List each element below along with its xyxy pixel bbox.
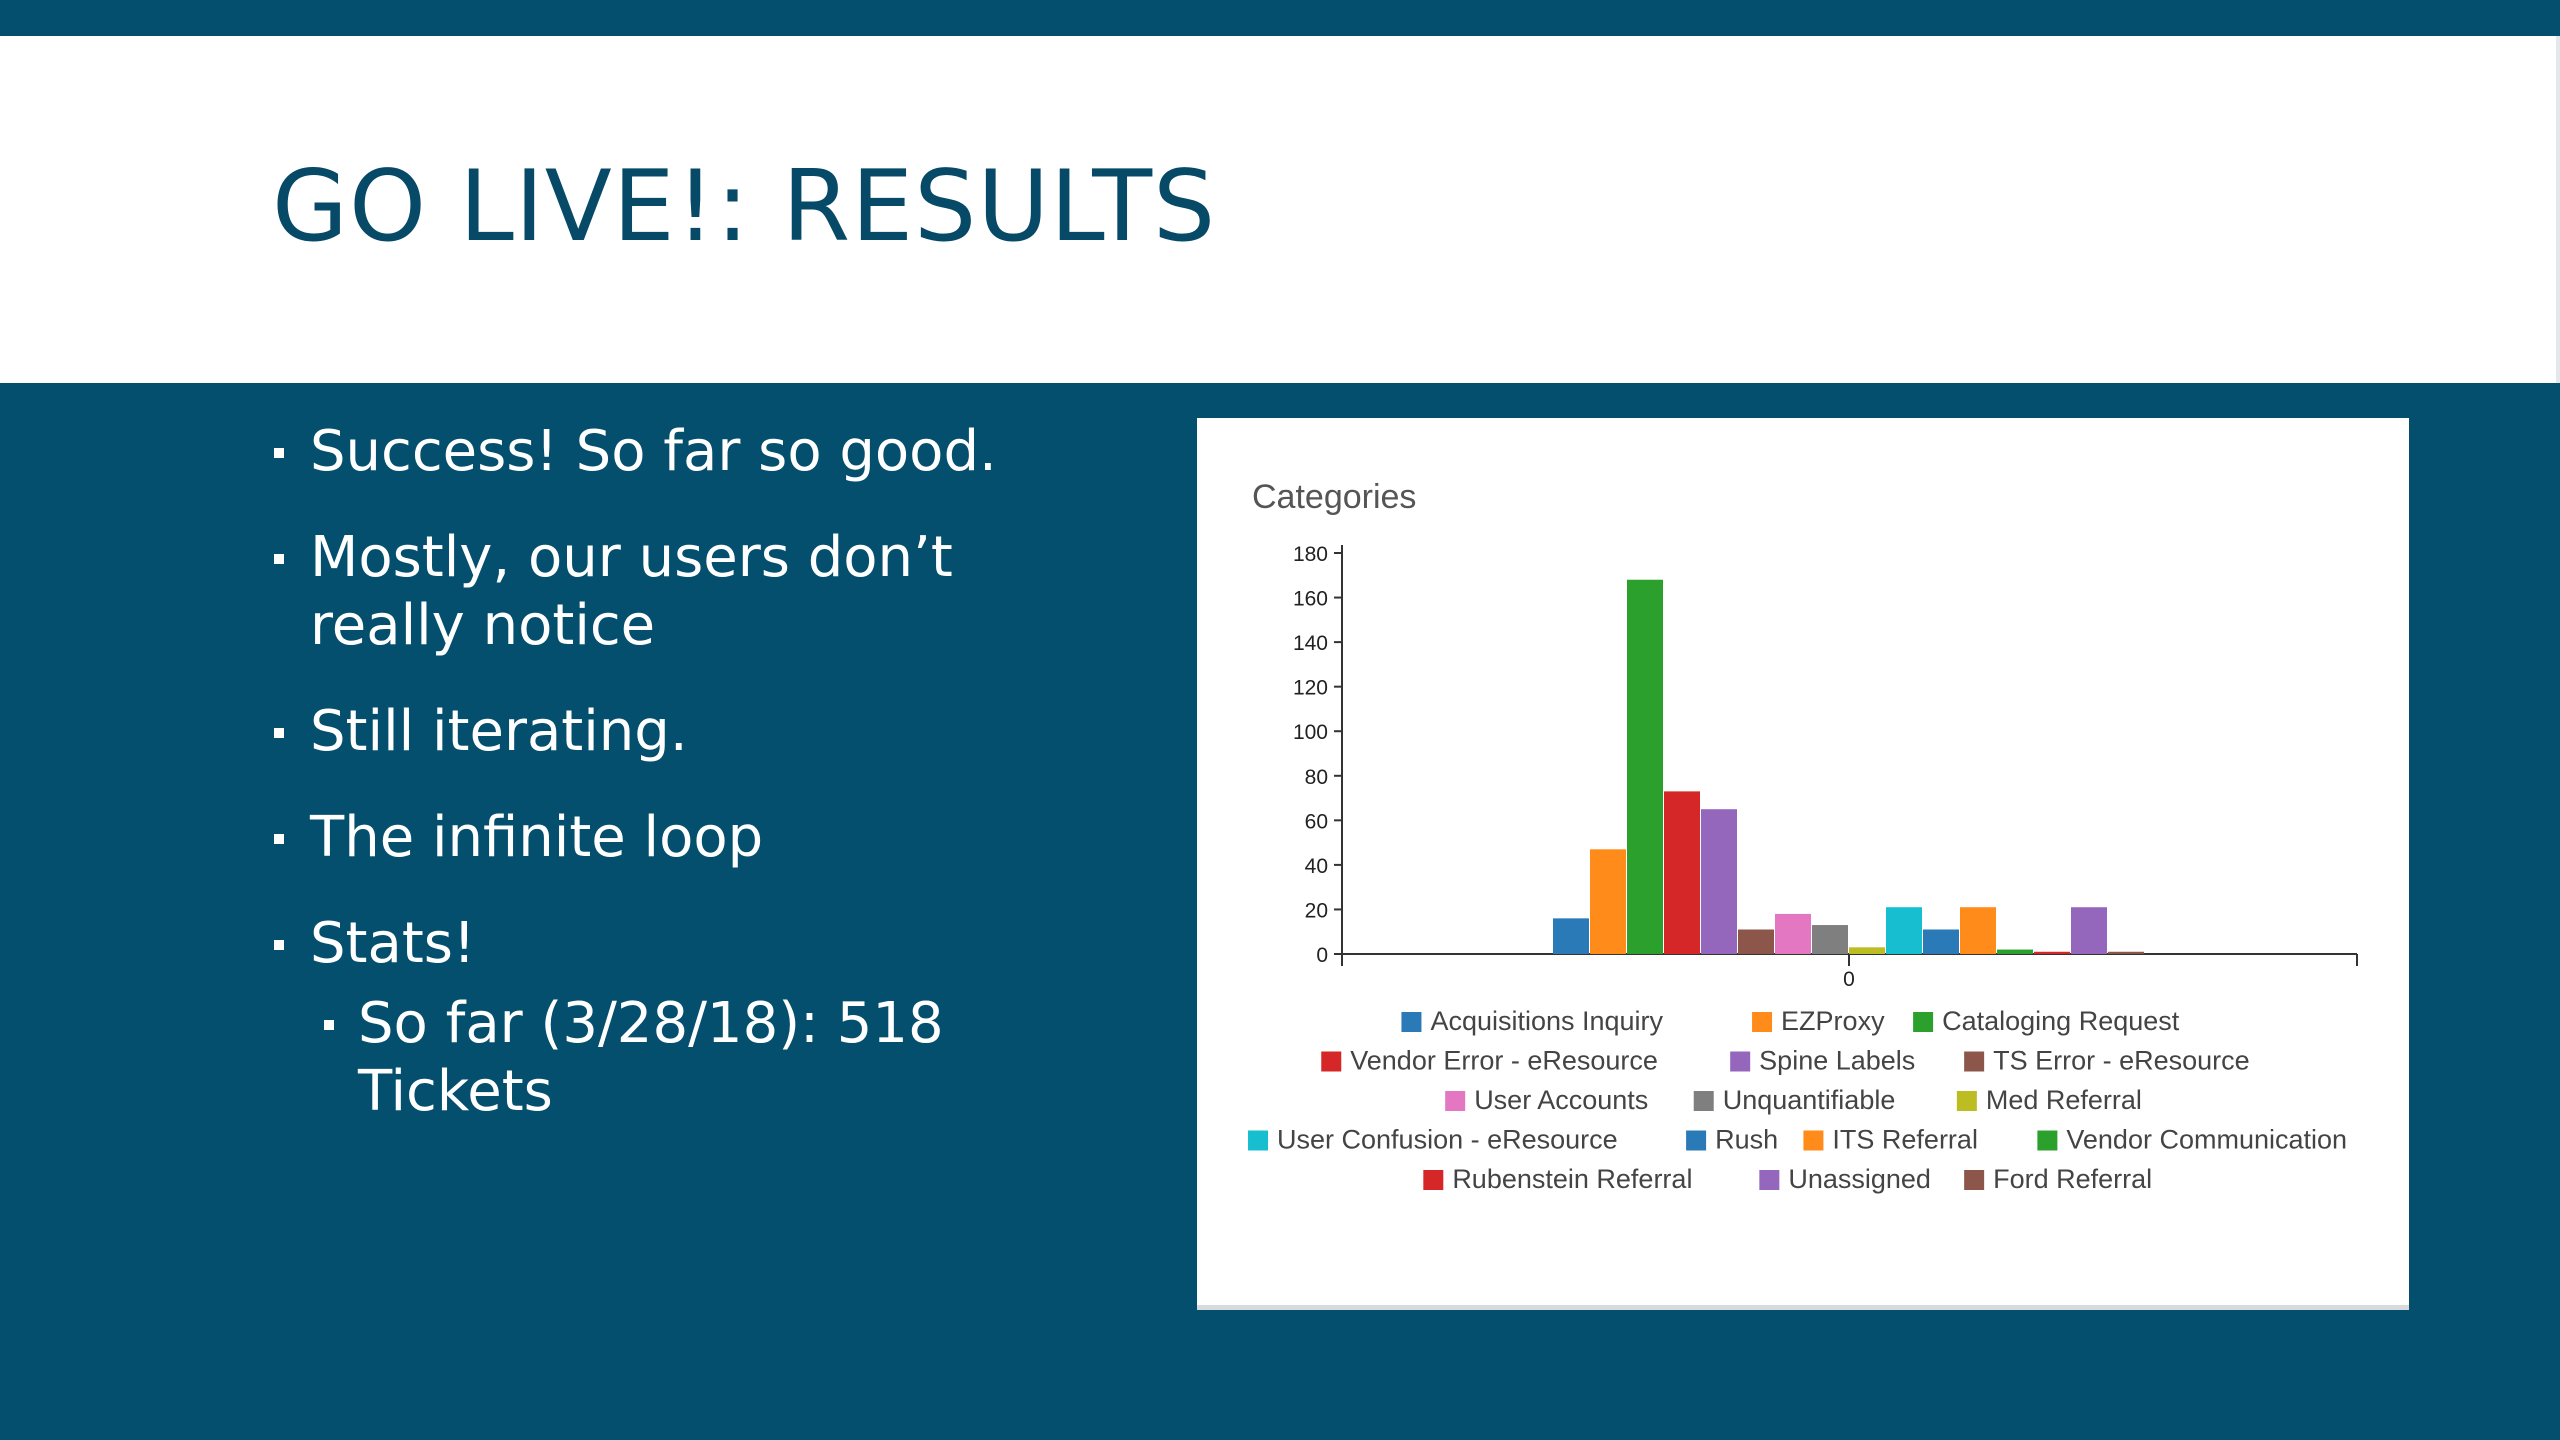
bar [1775, 913, 1811, 954]
y-tick-label: 0 [1316, 944, 1328, 967]
y-tick-label: 180 [1293, 543, 1328, 566]
bullet-marker [274, 940, 284, 950]
bullet-text: Mostly, our users don’t really notice [310, 525, 953, 658]
title-band [0, 36, 2560, 383]
bar [1590, 849, 1626, 954]
y-tick-label: 160 [1293, 588, 1328, 611]
bullet-marker [274, 834, 284, 844]
legend-label: ITS Referral [1832, 1125, 1978, 1155]
top-strip [0, 0, 2560, 36]
legend-swatch [1759, 1170, 1780, 1190]
bullet-marker [274, 554, 284, 564]
sub-bullet-text: So far (3/28/18): 518 Tickets [358, 991, 944, 1124]
legend-label: TS Error - eResource [1993, 1046, 2250, 1076]
legend-swatch [1248, 1130, 1269, 1151]
y-tick-label: 20 [1305, 899, 1328, 922]
bar [2034, 951, 2070, 954]
bar [1849, 947, 1885, 954]
legend-swatch [1730, 1051, 1751, 1072]
bullet-item: Success! So far so good. [272, 418, 1172, 486]
legend-swatch [1686, 1130, 1707, 1151]
bar [1627, 579, 1663, 954]
legend-label: Unassigned [1788, 1164, 1931, 1194]
legend-label: EZProxy [1781, 1006, 1885, 1036]
bullet-marker [274, 448, 284, 458]
legend-label: Ford Referral [1993, 1164, 2152, 1194]
y-tick-label: 100 [1293, 721, 1328, 744]
bullet-marker [274, 728, 284, 738]
legend-label: User Confusion - eResource [1277, 1125, 1618, 1155]
bullet-list: Success! So far so good. Mostly, our use… [272, 418, 1172, 1126]
y-tick-label: 120 [1293, 677, 1328, 700]
bar [1960, 907, 1996, 954]
y-tick-label: 80 [1305, 766, 1328, 789]
legend-swatch [1445, 1091, 1466, 1111]
legend-label: Spine Labels [1759, 1046, 1915, 1076]
legend-swatch [1964, 1051, 1985, 1072]
legend-swatch [1964, 1170, 1985, 1190]
bar [1553, 918, 1589, 954]
legend-swatch [1423, 1170, 1444, 1190]
bar [1701, 809, 1737, 954]
legend-label: User Accounts [1474, 1085, 1648, 1115]
sub-bullet-item: So far (3/28/18): 518 Tickets [272, 990, 978, 1126]
legend-swatch [1752, 1012, 1773, 1032]
chart-panel: Categories 0 20 40 60 80 100 120 140 160 180 0 Acqui… [1197, 418, 2409, 1310]
legend-swatch [1693, 1091, 1714, 1111]
y-tick-label: 40 [1305, 855, 1328, 878]
bar [1812, 925, 1848, 954]
legend-swatch [2037, 1130, 2058, 1151]
y-tick-label: 60 [1305, 810, 1328, 833]
legend-swatch [1956, 1091, 1977, 1111]
legend-label: Acquisitions Inquiry [1430, 1006, 1663, 1036]
slide-title: GO LIVE!: RESULTS [272, 150, 1217, 264]
bullet-text: Still iterating. [310, 699, 688, 764]
bar [2071, 907, 2107, 954]
legend-swatch [1321, 1051, 1342, 1072]
legend-label: Vendor Communication [2066, 1125, 2347, 1155]
bullet-item: Stats! [272, 910, 1172, 978]
legend-label: Rush [1715, 1125, 1778, 1155]
legend-label: Rubenstein Referral [1452, 1164, 1692, 1194]
bullet-text: Success! So far so good. [310, 419, 997, 484]
bar [1886, 907, 1922, 954]
sub-bullet-marker [324, 1020, 334, 1030]
bar [1664, 791, 1700, 954]
bar-chart: Categories 0 20 40 60 80 100 120 140 160 180 0 Acqui… [1248, 478, 2358, 1194]
bullet-item: Still iterating. [272, 698, 1172, 766]
legend-label: Med Referral [1986, 1085, 2142, 1115]
bar [1997, 949, 2033, 954]
x-tick-label: 0 [1843, 968, 1855, 991]
bar [2108, 951, 2144, 954]
bullet-text: The infinite loop [310, 805, 764, 870]
y-tick-label: 140 [1293, 632, 1328, 655]
legend-label: Unquantifiable [1723, 1085, 1896, 1115]
legend-swatch [1803, 1130, 1824, 1151]
legend-swatch [1401, 1012, 1422, 1032]
bullet-text: Stats! [310, 911, 476, 976]
bar [1738, 929, 1774, 954]
legend-label: Vendor Error - eResource [1350, 1046, 1658, 1076]
bullet-item: The infinite loop [272, 804, 1172, 872]
chart-title: Categories [1252, 478, 1416, 516]
legend-swatch [1913, 1012, 1934, 1032]
legend-label: Cataloging Request [1942, 1006, 2180, 1036]
bullet-item: Mostly, our users don’t really notice [272, 524, 990, 660]
bar [1923, 929, 1959, 954]
